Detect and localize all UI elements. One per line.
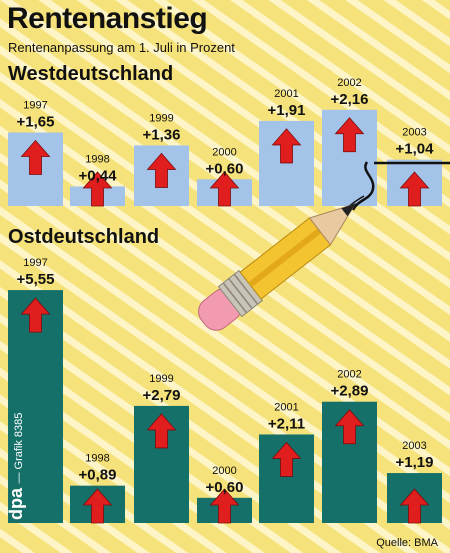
west-arrow-icon-1998 — [82, 171, 113, 207]
west-arrow-icon-2003 — [399, 171, 430, 207]
east-arrow-icon-2002 — [334, 409, 365, 445]
west-year-label-1998: 1998 — [85, 153, 109, 165]
west-year-label-2003: 2003 — [402, 127, 426, 139]
west-value-label-1998: +0,44 — [79, 167, 118, 184]
dpa-brand: dpa — [6, 487, 26, 520]
east-year-label-1999: 1999 — [149, 373, 173, 385]
east-arrow-icon-1999 — [146, 413, 177, 449]
east-value-label-1997: +5,55 — [17, 271, 55, 288]
source-note: Quelle: BMA — [376, 537, 438, 549]
west-arrow-icon-1997 — [20, 139, 51, 175]
east-chart: 1997 +5,55 1998 +0,89 1999 +2,79 2000 +0,60 2001… — [8, 257, 442, 524]
east-arrow-icon-2001 — [271, 441, 302, 477]
east-arrow-icon-1997 — [20, 297, 51, 333]
east-arrow-icon-1998 — [82, 488, 113, 524]
west-chart: 1997 +1,65 1998 +0,44 1999 +1,36 2000 +0,60 2001… — [8, 77, 442, 207]
chart-title: Rentenanstieg — [7, 2, 208, 35]
east-year-label-1997: 1997 — [23, 257, 47, 269]
east-value-label-1999: +2,79 — [143, 387, 181, 404]
west-year-label-2000: 2000 — [212, 146, 236, 158]
west-section-title: Westdeutschland — [8, 63, 174, 85]
west-year-label-2002: 2002 — [337, 77, 361, 89]
east-year-label-2000: 2000 — [212, 465, 236, 477]
credit-text: — Grafik 8385 — [13, 412, 25, 484]
east-section-title: Ostdeutschland — [8, 226, 160, 248]
west-value-label-2002: +2,16 — [331, 91, 369, 108]
pencil-icon — [198, 161, 450, 331]
east-value-label-2001: +2,11 — [268, 415, 305, 432]
west-arrow-icon-2002 — [334, 117, 365, 153]
west-value-label-1999: +1,36 — [143, 126, 181, 143]
chart-subtitle: Rentenanpassung am 1. Juli in Prozent — [8, 40, 235, 55]
west-arrow-icon-1999 — [146, 152, 177, 188]
west-value-label-2003: +1,04 — [396, 141, 435, 158]
west-value-label-2001: +1,91 — [268, 102, 306, 119]
west-year-label-1997: 1997 — [23, 100, 47, 112]
dpa-credit: dpa — Grafik 8385 — [6, 413, 27, 520]
east-value-label-2003: +1,19 — [396, 454, 434, 471]
west-value-label-1997: +1,65 — [17, 114, 55, 131]
east-year-label-2002: 2002 — [337, 369, 361, 381]
east-value-label-1998: +0,89 — [79, 467, 117, 484]
east-year-label-2003: 2003 — [402, 440, 426, 452]
west-year-label-2001: 2001 — [274, 88, 298, 100]
east-year-label-2001: 2001 — [274, 401, 298, 413]
east-year-label-1998: 1998 — [85, 453, 109, 465]
east-value-label-2002: +2,89 — [331, 383, 369, 400]
east-arrow-icon-2003 — [399, 488, 430, 524]
west-value-label-2000: +0,60 — [206, 160, 244, 177]
east-arrow-icon-2000 — [209, 488, 240, 524]
west-year-label-1999: 1999 — [149, 112, 173, 124]
west-arrow-icon-2000 — [209, 171, 240, 207]
west-arrow-icon-2001 — [271, 128, 302, 164]
east-value-label-2000: +0,60 — [206, 479, 244, 496]
